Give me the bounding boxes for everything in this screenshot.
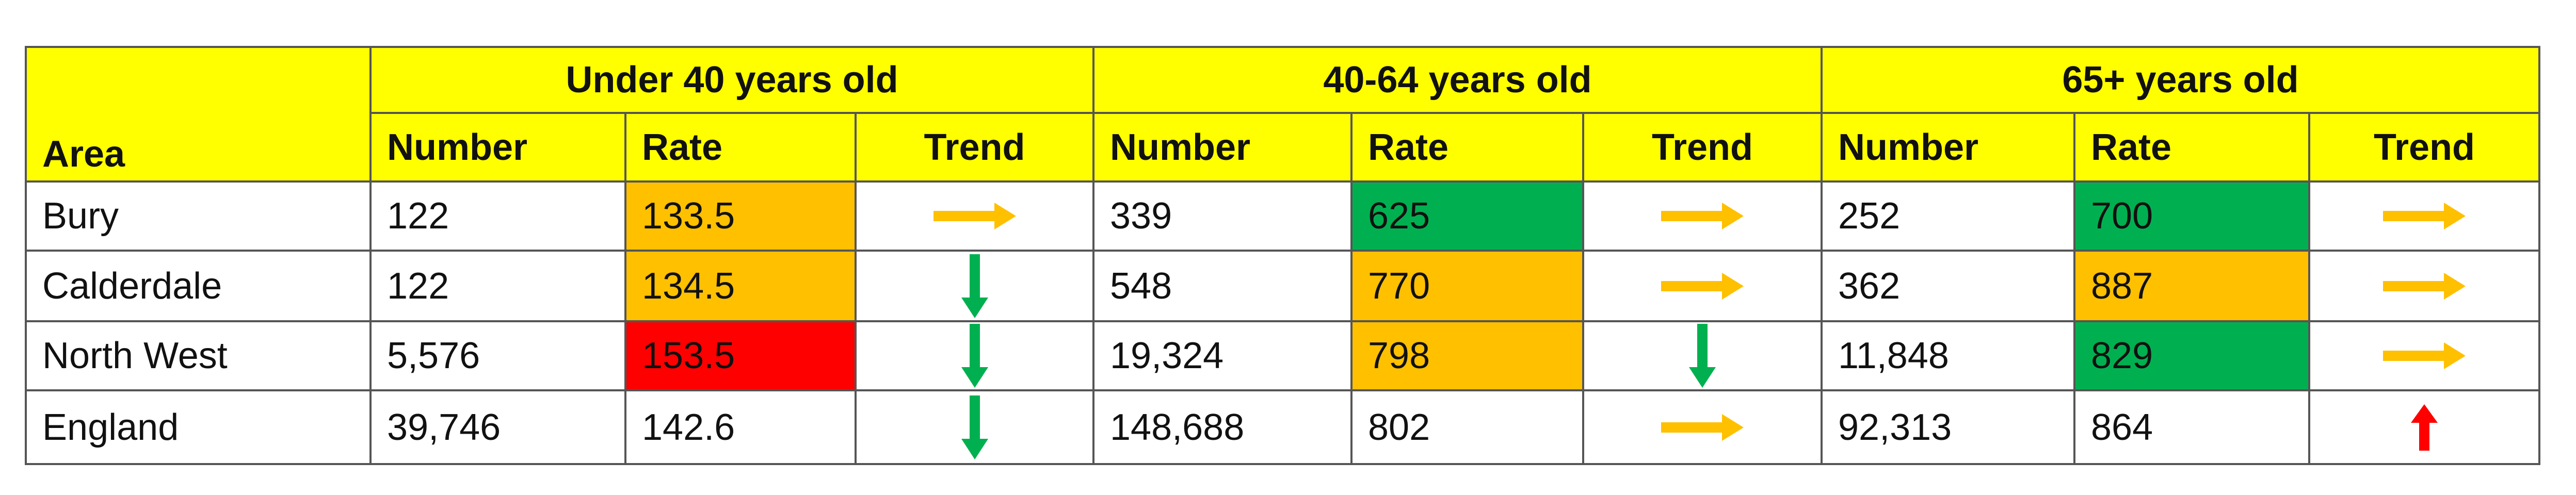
column-header: Number bbox=[1821, 112, 2075, 183]
number-cell: 5,576 bbox=[369, 320, 626, 391]
column-header: Trend bbox=[2308, 112, 2540, 183]
trend-cell bbox=[2308, 320, 2540, 391]
area-cell: Bury bbox=[25, 180, 372, 252]
column-header: Rate bbox=[1350, 112, 1584, 183]
number-cell: 362 bbox=[1821, 250, 2075, 322]
data-row: Bury 122 133.5 339 625 252 700 bbox=[25, 180, 2540, 252]
trend-cell bbox=[2308, 389, 2540, 465]
area-cell: North West bbox=[25, 320, 372, 391]
table-body: Area Under 40 years old 40-64 years old … bbox=[25, 46, 2540, 465]
arrow-shape bbox=[1689, 324, 1716, 388]
arrow-shape bbox=[933, 203, 1016, 229]
arrow-shape bbox=[2383, 203, 2466, 229]
trend-cell bbox=[1582, 389, 1823, 465]
trend-cell bbox=[855, 389, 1094, 465]
area-header: Area bbox=[25, 46, 372, 183]
trend-cell bbox=[2308, 250, 2540, 322]
arrow-shape bbox=[2383, 272, 2466, 300]
column-header: Trend bbox=[1582, 112, 1823, 183]
number-cell: 92,313 bbox=[1821, 389, 2075, 465]
number-cell: 339 bbox=[1092, 180, 1353, 252]
column-header-row: Number Rate Trend Number Rate Trend Number Rate… bbox=[26, 112, 2540, 183]
trend-arrow bbox=[1661, 203, 1744, 229]
trend-cell bbox=[855, 320, 1094, 391]
trend-arrow bbox=[1661, 414, 1744, 441]
rate-cell: 153.5 bbox=[624, 320, 857, 391]
trend-cell bbox=[1582, 180, 1823, 252]
number-cell: 11,848 bbox=[1821, 320, 2075, 391]
trend-arrow bbox=[961, 254, 988, 318]
area-cell: England bbox=[25, 389, 372, 465]
rate-cell: 829 bbox=[2073, 320, 2310, 391]
number-cell: 122 bbox=[369, 250, 626, 322]
trend-cell bbox=[1582, 250, 1823, 322]
rate-cell: 625 bbox=[1350, 180, 1584, 252]
trend-arrow bbox=[2411, 404, 2438, 451]
arrow-shape bbox=[1661, 414, 1744, 441]
rate-cell: 133.5 bbox=[624, 180, 857, 252]
trend-arrow bbox=[961, 395, 988, 459]
trend-arrow bbox=[933, 203, 1016, 229]
number-cell: 122 bbox=[369, 180, 626, 252]
group-header-row: Area Under 40 years old 40-64 years old … bbox=[25, 46, 2540, 183]
trend-cell bbox=[855, 250, 1094, 322]
trend-cell bbox=[2308, 180, 2540, 252]
trend-arrow bbox=[2383, 272, 2466, 300]
rate-cell: 142.6 bbox=[624, 389, 857, 465]
trend-arrow bbox=[961, 324, 988, 388]
data-row: Calderdale 122 134.5 548 770 362 887 bbox=[25, 250, 2540, 322]
number-cell: 19,324 bbox=[1092, 320, 1353, 391]
rate-cell: 700 bbox=[2073, 180, 2310, 252]
trend-cell bbox=[1582, 320, 1823, 391]
column-header: Number bbox=[1092, 112, 1353, 183]
column-header: Number bbox=[369, 112, 626, 183]
trend-arrow bbox=[2383, 342, 2466, 369]
group-header: Under 40 years old bbox=[369, 46, 1094, 114]
column-header: Rate bbox=[2073, 112, 2310, 183]
arrow-shape bbox=[1661, 272, 1744, 300]
arrow-shape bbox=[2383, 342, 2466, 369]
group-header: 65+ years old bbox=[1821, 46, 2540, 114]
rate-cell: 802 bbox=[1350, 389, 1584, 465]
trend-arrow bbox=[1661, 272, 1744, 300]
area-cell: Calderdale bbox=[25, 250, 372, 322]
group-header: 40-64 years old bbox=[1092, 46, 1823, 114]
data-table: Area Under 40 years old 40-64 years old … bbox=[25, 46, 2540, 465]
trend-cell bbox=[855, 180, 1094, 252]
number-cell: 252 bbox=[1821, 180, 2075, 252]
data-row: North West 5,576 153.5 19,324 798 11,848 829 bbox=[25, 320, 2540, 391]
rate-cell: 887 bbox=[2073, 250, 2310, 322]
rate-cell: 864 bbox=[2073, 389, 2310, 465]
number-cell: 548 bbox=[1092, 250, 1353, 322]
number-cell: 39,746 bbox=[369, 389, 626, 465]
rate-cell: 770 bbox=[1350, 250, 1584, 322]
arrow-shape bbox=[961, 324, 988, 388]
rate-cell: 134.5 bbox=[624, 250, 857, 322]
trend-arrow bbox=[1689, 324, 1716, 388]
column-header: Trend bbox=[855, 112, 1094, 183]
arrow-shape bbox=[1661, 203, 1744, 229]
arrow-shape bbox=[961, 254, 988, 318]
arrow-shape bbox=[961, 395, 988, 459]
rate-cell: 798 bbox=[1350, 320, 1584, 391]
data-row: England 39,746 142.6 148,688 802 92,313 864 bbox=[25, 389, 2540, 465]
arrow-shape bbox=[2411, 404, 2438, 451]
column-header: Rate bbox=[624, 112, 857, 183]
number-cell: 148,688 bbox=[1092, 389, 1353, 465]
trend-arrow bbox=[2383, 203, 2466, 229]
